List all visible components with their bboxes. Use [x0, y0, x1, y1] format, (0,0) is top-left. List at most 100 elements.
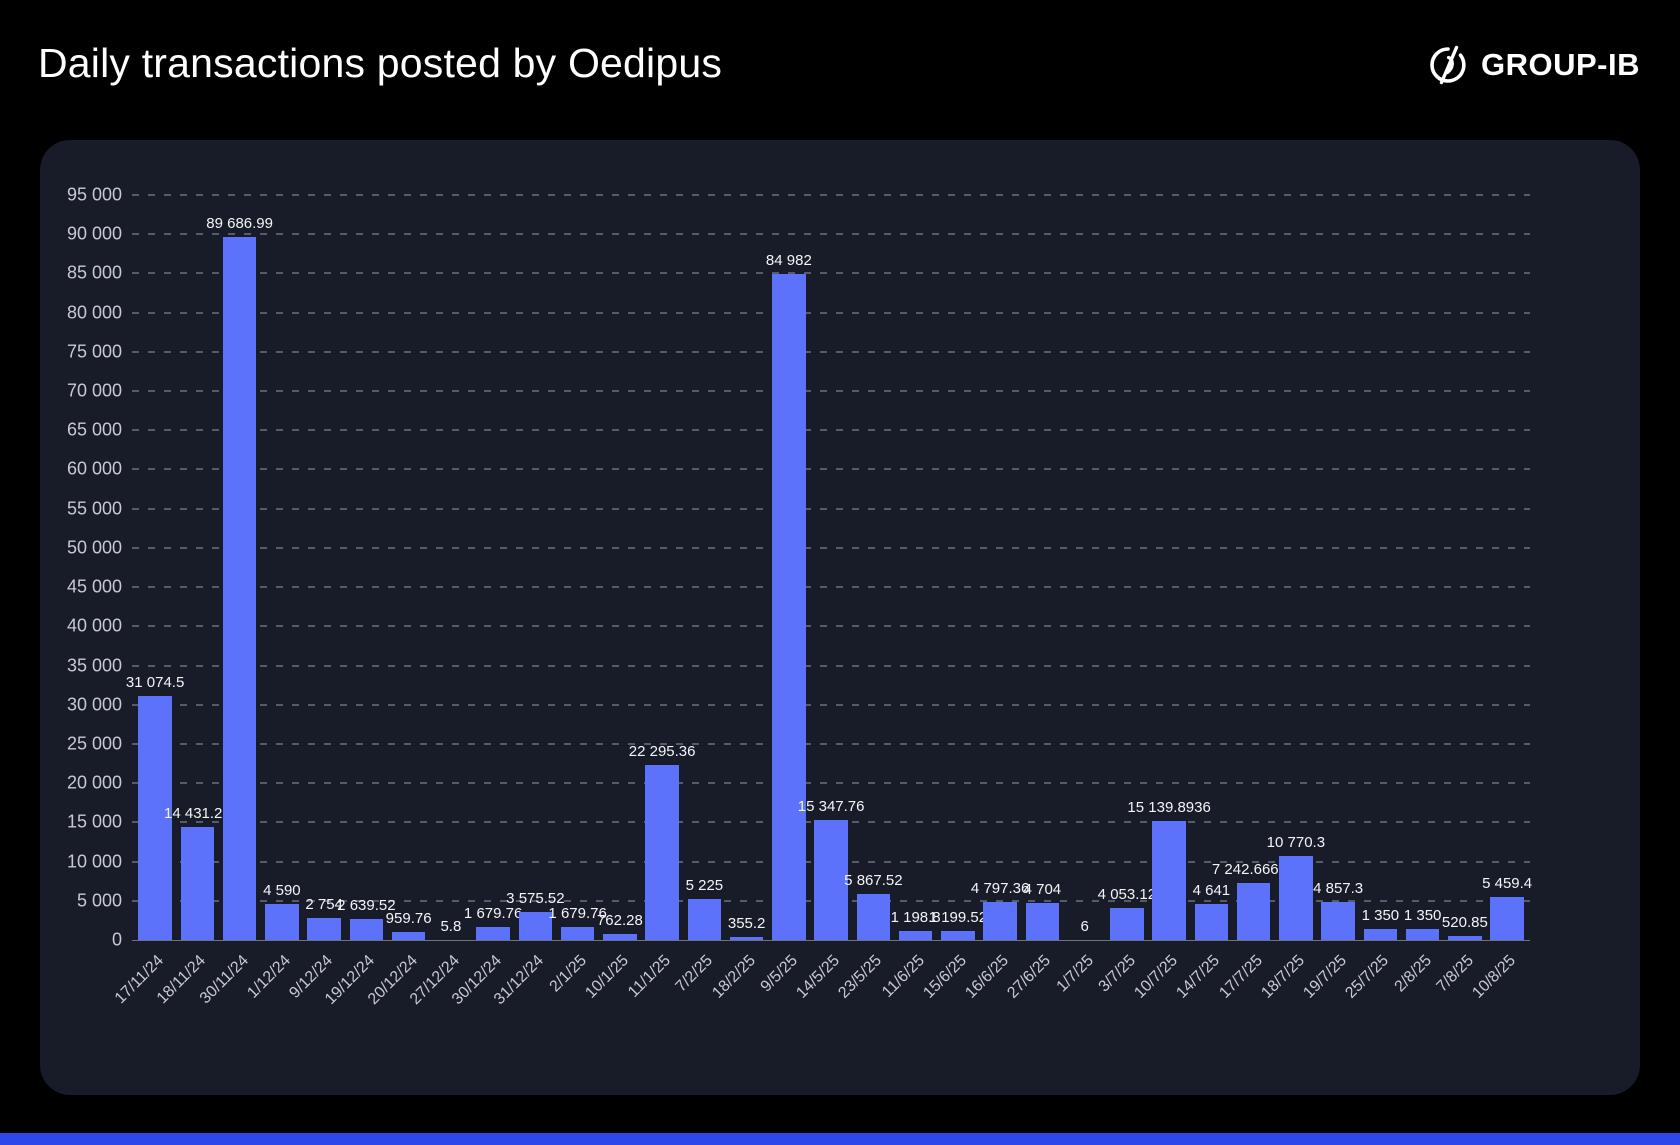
bar-slot: 5 459.4: [1482, 195, 1532, 940]
plot-area: 31 074.5 14 431.26 89 686.99 4 590 2 754 2 63…: [126, 194, 1532, 941]
gridline: [132, 664, 1530, 667]
bar-value-label: 1 350: [1403, 907, 1442, 925]
bar: [391, 932, 426, 940]
bar-value-label: 1 350: [1361, 907, 1400, 925]
gridline: [132, 194, 1530, 196]
bar-value-label: 1 198.8: [890, 908, 941, 926]
bar-slot: 15 347.76: [798, 195, 864, 940]
y-tick-label: 5 000: [76, 890, 122, 911]
bar: [729, 937, 764, 940]
bar-slot: 2 754: [303, 195, 345, 940]
bar-value-label: 762.28: [596, 912, 643, 930]
bar: [898, 930, 933, 940]
y-tick-label: 15 000: [66, 811, 122, 832]
bar-slot: 1 350: [1359, 195, 1401, 940]
bar-value-label: 520.85: [1441, 913, 1488, 931]
bar: [1152, 821, 1186, 940]
bar: [1236, 883, 1271, 940]
bar: [138, 696, 172, 940]
bar-value-label: 4 053.12: [1097, 886, 1157, 904]
y-tick-label: 30 000: [66, 694, 122, 715]
y-tick-label: 35 000: [66, 655, 122, 676]
bar: [1110, 908, 1144, 940]
bar: [772, 273, 806, 940]
gridline: [132, 703, 1530, 706]
y-tick-label: 95 000: [66, 184, 122, 205]
bar-slot: 14 431.26: [164, 195, 231, 940]
bar-slot: 5.8: [430, 195, 472, 940]
group-ib-logo-icon: [1427, 44, 1469, 86]
gridline: [132, 272, 1530, 275]
y-tick-label: 85 000: [66, 262, 122, 283]
gridline: [132, 468, 1530, 471]
bar-value-label: 4 704: [1023, 881, 1062, 899]
y-tick-label: 0: [111, 929, 122, 950]
bar-value-label: 7 242.66627: [1211, 861, 1296, 879]
bar-value-label: 959.76: [385, 910, 432, 928]
bar-slot: 1 679.76: [464, 195, 522, 940]
bar-slot: 4 857.3: [1313, 195, 1363, 940]
x-axis: 17/11/24 18/11/24 30/11/24 1/12/24 9/12/24 19…: [112, 940, 1530, 1035]
bar-value-label: 5 867.52: [844, 872, 903, 889]
bar-value-label: 1 199.52: [928, 908, 988, 926]
brand-block: GROUP-IB: [1427, 44, 1640, 86]
bar: [1363, 929, 1398, 940]
bar-slot: 4 797.36: [971, 195, 1029, 940]
bar: [1194, 903, 1229, 940]
bar-slot: 1 199.52: [929, 195, 987, 940]
page-header: Daily transactions posted by Oedipus GRO…: [0, 0, 1680, 140]
gridline: [132, 429, 1530, 432]
gridline: [132, 742, 1530, 745]
bottom-accent-strip: [0, 1133, 1680, 1145]
gridline: [132, 782, 1530, 785]
bar-value-label: 3 575.52: [506, 889, 565, 907]
bar: [560, 926, 595, 940]
bar-value-label: 4 857.3: [1313, 879, 1364, 897]
bar-value-label: 14 431.26: [164, 804, 231, 822]
bar-slot: 4 641: [1190, 195, 1232, 940]
bar-slot: 22 295.36: [629, 195, 695, 940]
bar-value-label: 84 982: [765, 251, 812, 269]
bar-slot: 2 639.52: [337, 195, 396, 940]
bar-slot: 3 575.52: [506, 195, 565, 940]
gridline: [132, 507, 1530, 510]
y-tick-label: 60 000: [66, 458, 122, 479]
bars-row: 31 074.5 14 431.26 89 686.99 4 590 2 754 2 63…: [126, 195, 1532, 940]
bar-slot: 4 053.12: [1098, 195, 1156, 940]
baseline: [132, 940, 1530, 941]
bar: [1490, 897, 1524, 940]
y-tick-label: 50 000: [66, 537, 122, 558]
y-tick-label: 10 000: [66, 851, 122, 872]
bar-slot: 959.76: [385, 195, 432, 940]
bar-value-label: 10 770.3: [1266, 833, 1326, 851]
bar: [941, 930, 975, 940]
y-tick-label: 40 000: [66, 615, 122, 636]
bar-value-label: 1 679.76: [463, 904, 523, 922]
bar-value-label: 22 295.36: [628, 743, 696, 761]
bar-slot: 5 225: [683, 195, 725, 940]
gridline: [132, 390, 1530, 393]
y-tick-label: 70 000: [66, 380, 122, 401]
bar: [1279, 855, 1313, 940]
bar: [180, 826, 215, 940]
bar-value-label: 5 225: [685, 877, 724, 895]
bar-value-label: 31 074.5: [125, 674, 185, 692]
gridline: [132, 546, 1530, 549]
chart: 95 000 90 000 85 000 80 000 75 000 70 000 65 0…: [60, 185, 1532, 1035]
bar-slot: 762.28: [596, 195, 643, 940]
bar-value-label: 5.8: [440, 917, 462, 935]
y-tick-label: 80 000: [66, 302, 122, 323]
gridline: [132, 350, 1530, 353]
bar: [1448, 935, 1482, 940]
y-tick-label: 75 000: [66, 341, 122, 362]
bar: [518, 911, 553, 940]
bar-slot: 84 982: [765, 195, 812, 940]
bar: [1405, 929, 1440, 940]
bar: [307, 918, 341, 940]
y-tick-label: 45 000: [66, 576, 122, 597]
bar-value-label: 5 459.4: [1482, 875, 1533, 893]
gridline: [132, 311, 1530, 314]
bar-slot: 15 139.8936: [1127, 195, 1211, 940]
bar-slot: 6: [1064, 195, 1106, 940]
bar: [1025, 903, 1060, 940]
